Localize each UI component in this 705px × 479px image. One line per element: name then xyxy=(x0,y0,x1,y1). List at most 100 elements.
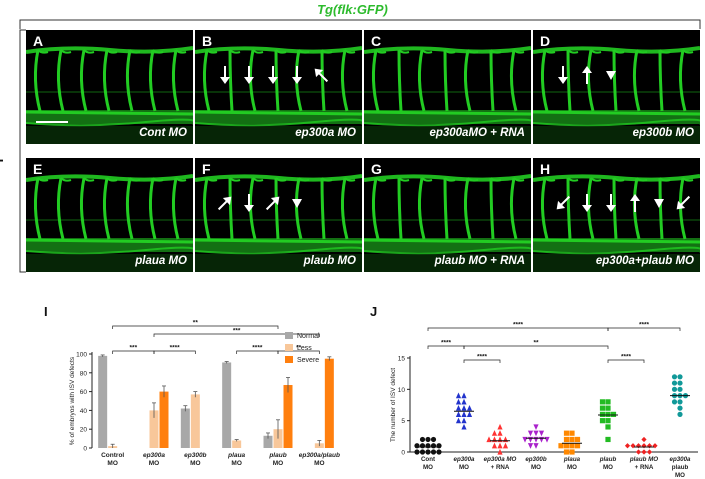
data-point xyxy=(455,417,462,424)
category-label: plaua xyxy=(227,452,245,459)
data-point xyxy=(430,449,437,455)
defect-arrow xyxy=(265,196,280,211)
data-point xyxy=(419,436,426,443)
legend-swatch xyxy=(285,332,293,339)
bar-normal xyxy=(180,408,190,448)
data-point xyxy=(677,374,683,380)
svg-text:****: **** xyxy=(252,345,263,352)
data-point xyxy=(497,423,503,430)
defect-arrow xyxy=(558,66,568,84)
bar-less xyxy=(232,440,242,448)
panel-letter: A xyxy=(33,33,44,49)
data-point xyxy=(436,443,442,449)
data-point xyxy=(497,448,503,455)
legend-swatch xyxy=(285,356,293,363)
data-point xyxy=(635,443,642,449)
arrowhead-marker xyxy=(292,199,302,208)
category-label: + RNA xyxy=(635,464,654,471)
svg-text:****: **** xyxy=(639,322,650,329)
category-label-unit: MO xyxy=(314,460,324,467)
data-point xyxy=(497,442,503,449)
vessel-image xyxy=(533,174,700,272)
data-point xyxy=(466,405,473,411)
arrowhead-marker xyxy=(654,199,664,208)
legend-swatch xyxy=(285,344,293,351)
category-label: MO xyxy=(531,464,541,471)
bar-normal xyxy=(98,355,108,448)
data-point xyxy=(569,436,575,443)
data-point xyxy=(461,398,467,405)
panel-letter: H xyxy=(540,161,551,177)
category-label: MO xyxy=(675,472,685,479)
svg-text:****: **** xyxy=(170,345,181,352)
category-label: ep300a/plaub xyxy=(299,452,340,459)
defect-arrow xyxy=(220,66,230,84)
category-label: plaub xyxy=(268,452,286,459)
y-axis-label: % of embryos with ISV defects xyxy=(69,356,76,445)
data-point xyxy=(605,399,611,405)
svg-text:**: ** xyxy=(533,340,539,347)
data-point xyxy=(533,424,539,431)
significance-bracket: ** xyxy=(112,320,279,329)
svg-text:***: *** xyxy=(130,345,138,352)
significance-bracket: **** xyxy=(607,322,681,331)
category-label: MO xyxy=(603,464,613,471)
vessel-image xyxy=(195,174,362,272)
data-point xyxy=(425,449,431,455)
defect-arrow xyxy=(676,195,691,210)
data-point xyxy=(641,436,647,443)
panel-letter: B xyxy=(202,33,213,49)
data-point xyxy=(461,405,467,411)
data-point xyxy=(425,436,431,443)
bar-severe xyxy=(159,391,169,448)
figure-title: Tg(flk:GFP) xyxy=(317,2,388,17)
vessel-image xyxy=(26,46,193,144)
data-point xyxy=(461,417,467,424)
vessel-image xyxy=(533,46,700,144)
category-label-unit: MO xyxy=(273,460,283,467)
data-point xyxy=(646,443,653,449)
panel-caption: plaub MO xyxy=(303,255,356,267)
data-point xyxy=(414,443,420,449)
panel-letter: G xyxy=(371,161,382,177)
defect-arrow xyxy=(582,66,592,84)
significance-bracket: **** xyxy=(463,354,501,363)
data-point xyxy=(563,449,570,455)
significance-bracket: **** xyxy=(427,322,609,331)
figure-brackets xyxy=(19,19,701,273)
category-label: + RNA xyxy=(491,464,510,471)
y-tick-label: 0 xyxy=(401,450,405,457)
category-label: ep300a xyxy=(143,452,165,459)
significance-bracket: **** xyxy=(153,345,196,354)
stage-label: 3dpf xyxy=(0,149,3,179)
y-axis-label: The number of ISV defect xyxy=(390,368,397,442)
significance-bracket: **** xyxy=(427,340,465,349)
data-point xyxy=(646,449,653,455)
panel-caption: Cont MO xyxy=(139,127,187,139)
data-point xyxy=(466,411,473,417)
data-point xyxy=(677,405,683,411)
data-point xyxy=(558,443,564,449)
data-point xyxy=(419,449,426,455)
data-point xyxy=(599,405,606,411)
data-point xyxy=(414,449,420,455)
data-point xyxy=(605,424,611,430)
y-tick-label: 40 xyxy=(80,408,88,415)
category-label-unit: MO xyxy=(231,460,241,467)
y-tick-label: 20 xyxy=(80,427,88,434)
data-point xyxy=(569,449,575,455)
data-point xyxy=(677,399,683,405)
category-label: MO xyxy=(459,464,469,471)
bar-severe xyxy=(324,358,334,448)
defect-arrow xyxy=(630,194,640,212)
data-point xyxy=(671,374,678,380)
bar-severe xyxy=(283,385,293,448)
category-label: MO xyxy=(423,464,433,471)
y-tick-label: 15 xyxy=(398,356,406,363)
significance-bracket: **** xyxy=(236,345,279,354)
category-label: plaub xyxy=(599,456,617,463)
data-point xyxy=(605,436,611,443)
